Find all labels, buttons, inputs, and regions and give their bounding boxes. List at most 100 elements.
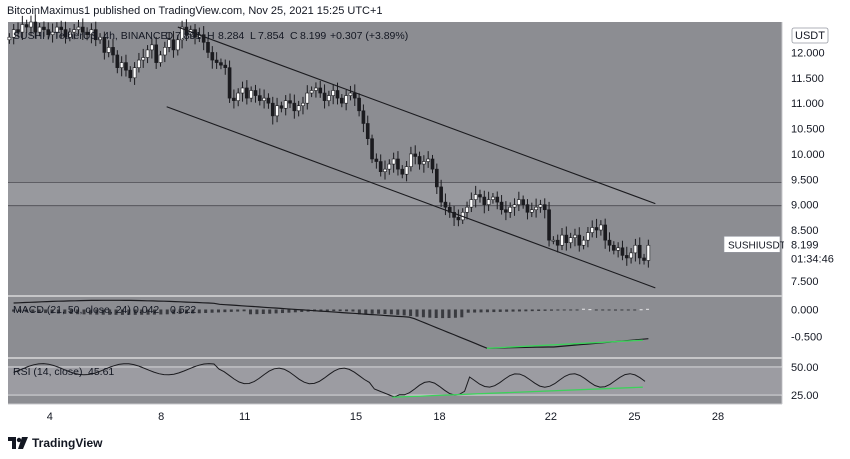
macd-histogram-bar [223,309,227,313]
macd-value-1: 0.042 [133,304,159,316]
macd-histogram-bar [517,309,521,312]
time-tick-label: 18 [433,411,445,423]
candle [163,47,167,56]
candle [465,206,469,213]
candle [314,87,318,91]
candle [283,100,288,109]
rsi-params-label: RSI (14, close) [13,366,82,378]
candle [292,102,297,112]
candle [305,92,310,104]
candle [257,95,262,101]
candle [348,92,353,96]
candle [76,26,81,30]
macd-histogram-bar [18,309,22,312]
candle [46,29,51,35]
price-tick-label: 10.000 [791,149,825,161]
candle [301,102,305,107]
macd-histogram-bar [204,309,208,313]
macd-histogram-bar [172,309,176,315]
candle [443,201,448,208]
macd-histogram-bar [325,309,329,312]
candle [318,87,323,94]
price-tick-label: 12.000 [791,47,825,59]
macd-histogram-bar [543,309,547,311]
legend-l-label: L [250,30,256,42]
candle [270,102,275,117]
candle [227,67,232,99]
time-tick-label: 11 [239,411,250,423]
candle [361,110,366,124]
macd-histogram-bar [415,309,419,317]
rsi-value: 45.61 [88,366,114,378]
macd-params-label: MACD (21, 50, close, 24) [13,304,131,316]
candle [59,26,64,30]
support-resistance-zone [8,182,782,206]
macd-histogram-bar [594,309,598,311]
candle [214,59,219,63]
candle [504,209,508,213]
candle [124,62,128,71]
symbol-badge-label: SUSHIUSDT [728,240,786,251]
macd-histogram-bar [646,308,650,310]
candle [568,237,573,244]
candle [542,204,547,211]
tradingview-brand[interactable]: TradingView [8,436,102,450]
macd-divergence-line [486,339,643,349]
candle [132,67,137,79]
macd-histogram-bar [575,309,579,311]
candle [158,54,163,63]
countdown-label: 01:34:46 [791,253,834,265]
candle [633,244,638,254]
price-tick-label: 11.000 [791,98,824,110]
rsi-divergence-line [392,386,643,398]
candle [219,62,223,66]
currency-box [791,27,829,44]
price-tick-label: 9.500 [791,174,819,186]
candle [538,204,543,208]
legend-l-value: 7.854 [258,30,284,42]
candle [447,206,452,213]
candle [521,199,525,205]
candle [434,168,439,188]
macd-histogram-bar [562,309,566,311]
macd-histogram-bar [639,309,643,311]
macd-histogram-bar [601,309,605,311]
macd-histogram-bar [255,309,259,315]
plot-background [8,22,782,404]
candle [210,52,215,61]
macd-histogram-bar [607,309,611,311]
macd-histogram-bar [588,309,592,311]
macd-histogram-bar [511,309,515,312]
candle [327,95,331,101]
candle [11,29,16,38]
candle [413,153,418,157]
candle [240,87,245,94]
publisher-credit: BitcoinMaximus1 published on TradingView… [7,5,383,17]
macd-histogram-bar [396,309,400,315]
macd-histogram-bar [293,309,297,313]
candle [340,97,344,104]
macd-histogram-bar [229,309,233,312]
candle [262,97,266,101]
time-axis-background [8,404,782,428]
candle [223,64,228,68]
macd-histogram-bar [236,309,240,312]
candle [37,26,42,33]
candle [469,199,474,208]
macd-histogram-bar [633,309,637,311]
price-axis-background [782,22,850,404]
macd-histogram-bar [101,309,105,315]
candle [154,44,158,63]
candle [357,97,361,112]
macd-histogram-bar [56,309,60,314]
macd-histogram-bar [50,309,54,314]
macd-histogram-bar [184,309,188,314]
candle [115,54,120,68]
candle [42,26,46,30]
candle [85,31,89,35]
candle [16,29,20,33]
candle [119,62,124,68]
candle [409,153,413,167]
candle [564,234,569,244]
symbol-badge [723,236,781,253]
